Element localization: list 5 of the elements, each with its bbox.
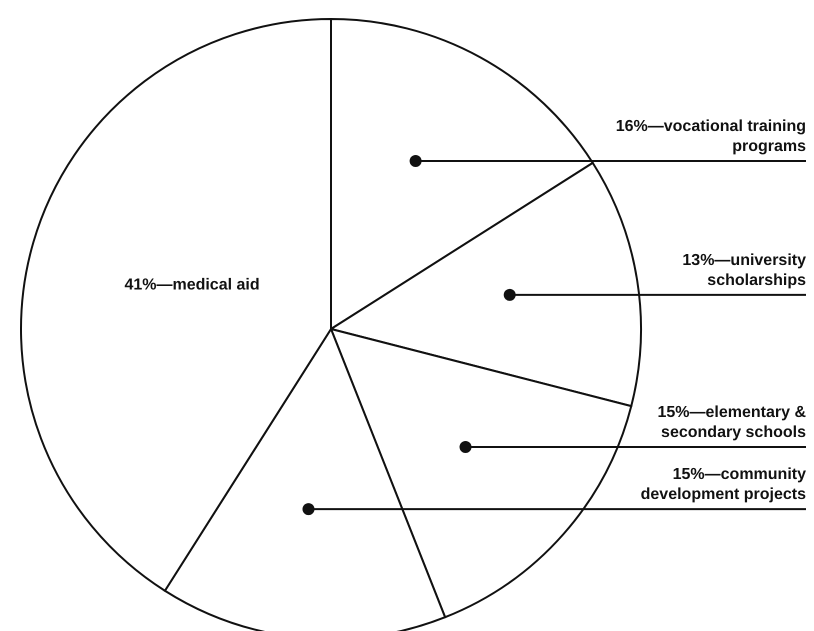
- slice-label: 15%—elementary & secondary schools: [657, 404, 806, 442]
- slice-label: 13%—university scholarships: [682, 252, 806, 289]
- slice-label: 15%—community development projects: [640, 466, 806, 504]
- slice-label: 41%—medical aid: [124, 276, 260, 294]
- slice-label: 16%—vocational training programs: [616, 118, 806, 156]
